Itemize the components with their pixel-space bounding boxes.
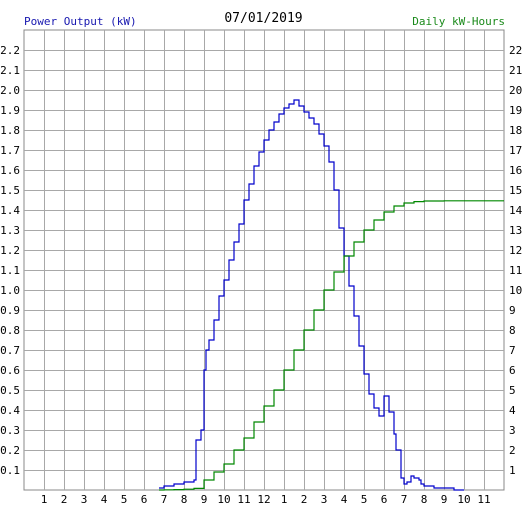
y2-tick-label: 22 xyxy=(509,44,522,57)
y-tick-label: 1.9 xyxy=(0,104,20,117)
x-tick-label: 11 xyxy=(237,493,250,506)
y-tick-label: 0.1 xyxy=(0,464,20,477)
y-tick-label: 0.4 xyxy=(0,404,20,417)
y2-tick-label: 2 xyxy=(509,444,516,457)
x-tick-label: 6 xyxy=(381,493,388,506)
x-tick-label: 5 xyxy=(121,493,128,506)
energy-series-line xyxy=(159,200,504,491)
y-tick-label: 1.2 xyxy=(0,244,20,257)
y-tick-label: 0.6 xyxy=(0,364,20,377)
x-tick-label: 6 xyxy=(141,493,148,506)
y-tick-label: 0.9 xyxy=(0,304,20,317)
y-tick-label: 0.3 xyxy=(0,424,20,437)
x-tick-label: 8 xyxy=(181,493,188,506)
y2-tick-label: 10 xyxy=(509,284,522,297)
x-tick-label: 9 xyxy=(201,493,208,506)
y-tick-label: 0.8 xyxy=(0,324,20,337)
y-tick-label: 1.7 xyxy=(0,144,20,157)
y2-tick-label: 21 xyxy=(509,64,522,77)
x-tick-label: 7 xyxy=(161,493,168,506)
y-tick-label: 1.8 xyxy=(0,124,20,137)
y2-tick-label: 1 xyxy=(509,464,516,477)
y-tick-label: 2.1 xyxy=(0,64,20,77)
y2-tick-label: 4 xyxy=(509,404,516,417)
x-tick-label: 8 xyxy=(421,493,428,506)
y2-tick-label: 9 xyxy=(509,304,516,317)
y-tick-label: 1.6 xyxy=(0,164,20,177)
y2-tick-label: 8 xyxy=(509,324,516,337)
y2-tick-label: 17 xyxy=(509,144,522,157)
y-tick-label: 1.1 xyxy=(0,264,20,277)
x-tick-label: 12 xyxy=(257,493,270,506)
y-tick-label: 1.0 xyxy=(0,284,20,297)
y2-tick-label: 12 xyxy=(509,244,522,257)
x-tick-label: 10 xyxy=(217,493,230,506)
y-tick-label: 1.5 xyxy=(0,184,20,197)
y2-tick-label: 19 xyxy=(509,104,522,117)
x-tick-label: 11 xyxy=(477,493,490,506)
x-tick-label: 10 xyxy=(457,493,470,506)
x-tick-label: 5 xyxy=(361,493,368,506)
y-tick-label: 2.2 xyxy=(0,44,20,57)
chart-date-title: 07/01/2019 xyxy=(224,11,303,26)
y-tick-label: 0.7 xyxy=(0,344,20,357)
x-tick-label: 2 xyxy=(301,493,308,506)
x-tick-label: 1 xyxy=(41,493,48,506)
y2-tick-label: 14 xyxy=(509,204,523,217)
power-series-line xyxy=(159,99,464,491)
y2-tick-label: 15 xyxy=(509,184,522,197)
y-tick-label: 2.0 xyxy=(0,84,20,97)
y2-tick-label: 11 xyxy=(509,264,522,277)
y2-tick-label: 5 xyxy=(509,384,516,397)
y-tick-label: 1.4 xyxy=(0,204,20,217)
y2-tick-label: 7 xyxy=(509,344,516,357)
y2-tick-label: 20 xyxy=(509,84,522,97)
y2-tick-label: 18 xyxy=(509,124,522,137)
y2-tick-label: 13 xyxy=(509,224,522,237)
y-tick-label: 0.2 xyxy=(0,444,20,457)
x-tick-label: 3 xyxy=(81,493,88,506)
y2-tick-label: 16 xyxy=(509,164,522,177)
x-tick-label: 4 xyxy=(101,493,108,506)
x-tick-label: 2 xyxy=(61,493,68,506)
y2-tick-label: 6 xyxy=(509,364,516,377)
y2-tick-label: 3 xyxy=(509,424,516,437)
right-axis-title: Daily kW-Hours xyxy=(412,15,505,28)
x-tick-label: 7 xyxy=(401,493,408,506)
y-tick-label: 0.5 xyxy=(0,384,20,397)
y-tick-label: 1.3 xyxy=(0,224,20,237)
x-tick-label: 3 xyxy=(321,493,328,506)
x-tick-label: 1 xyxy=(281,493,288,506)
left-axis-title: Power Output (kW) xyxy=(24,15,137,28)
x-tick-label: 9 xyxy=(441,493,448,506)
x-tick-label: 4 xyxy=(341,493,348,506)
